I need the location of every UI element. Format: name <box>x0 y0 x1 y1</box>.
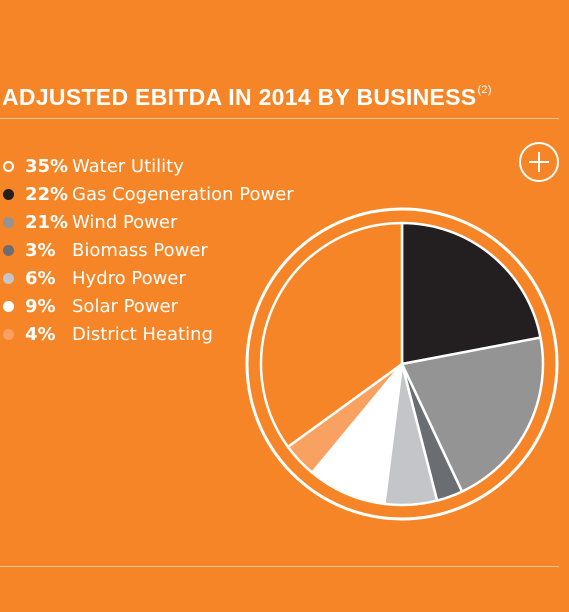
legend-label: Biomass Power <box>72 239 208 261</box>
legend-label: Water Utility <box>72 155 184 177</box>
legend-percent: 4% <box>25 323 56 345</box>
legend-marker <box>3 272 14 284</box>
legend-percent: 9% <box>25 295 56 317</box>
bottom-divider <box>0 566 559 567</box>
legend-percent: 3% <box>25 239 56 261</box>
legend-marker <box>3 300 14 312</box>
title-divider <box>0 118 559 119</box>
chart-title-text: ADJUSTED EBITDA IN 2014 BY BUSINESS <box>2 84 477 110</box>
legend-marker <box>3 160 14 172</box>
legend-item-hydro-power: 6% Hydro Power <box>3 264 294 292</box>
legend-marker <box>3 188 14 200</box>
legend-item-district-heating: 4% District Heating <box>3 320 294 348</box>
legend-percent: 22% <box>25 183 69 205</box>
legend-label: Wind Power <box>72 211 178 233</box>
legend-percent: 21% <box>25 211 69 233</box>
pie-slice-gas-cogeneration-power <box>400 221 542 366</box>
legend-item-water-utility: 35% Water Utility <box>3 152 294 180</box>
legend-percent: 6% <box>25 267 56 289</box>
legend-marker <box>3 216 14 228</box>
chart-title: ADJUSTED EBITDA IN 2014 BY BUSINESS(2) <box>2 84 492 111</box>
legend-item-gas-cogeneration-power: 22% Gas Cogeneration Power <box>3 180 294 208</box>
pie-slice-wind-power <box>400 336 545 493</box>
legend-item-biomass-power: 3% Biomass Power <box>3 236 294 264</box>
legend-label: Solar Power <box>72 295 179 317</box>
legend-percent: 35% <box>25 155 69 177</box>
pie-outer-ring <box>245 207 559 521</box>
legend-label: Hydro Power <box>72 267 186 289</box>
plus-circle-icon[interactable] <box>519 142 559 182</box>
chart-title-footnote: (2) <box>477 84 492 97</box>
pie-slice-water-utility <box>259 221 404 449</box>
legend-label: Gas Cogeneration Power <box>72 183 294 205</box>
legend: 35% Water Utility 22% Gas Cogeneration Powe… <box>3 152 294 348</box>
legend-item-wind-power: 21% Wind Power <box>3 208 294 236</box>
legend-item-solar-power: 9% Solar Power <box>3 292 294 320</box>
legend-marker <box>3 244 14 256</box>
legend-marker <box>3 328 14 340</box>
legend-label: District Heating <box>72 323 213 345</box>
pie-slice-solar-power <box>310 362 404 506</box>
